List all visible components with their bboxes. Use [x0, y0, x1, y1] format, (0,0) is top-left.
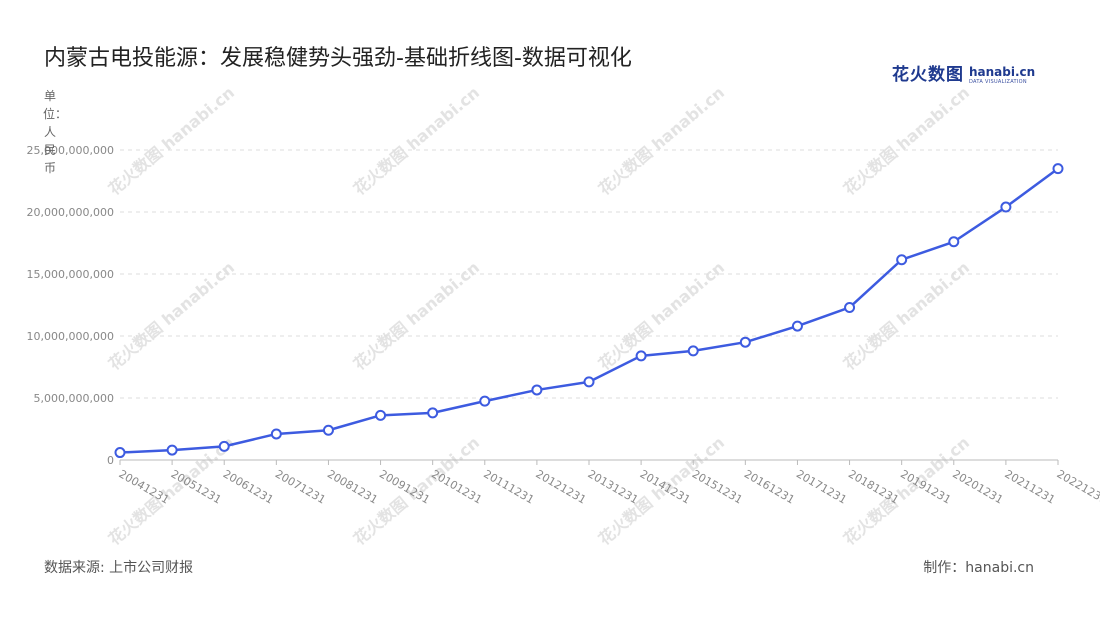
grid-lines — [120, 149, 1058, 399]
x-tick-label: 20211231 — [1002, 467, 1057, 506]
data-point — [739, 336, 751, 348]
x-tick-label: 20221231 — [1055, 467, 1100, 506]
x-tick-label: 20111231 — [481, 467, 536, 506]
series-layer — [114, 163, 1064, 459]
y-axis-label: 单位：人民币 — [43, 89, 68, 175]
chart-title: 内蒙古电投能源：发展稳健势头强劲-基础折线图-数据可视化 — [44, 46, 632, 71]
data-point — [166, 444, 178, 456]
data-point — [218, 440, 230, 452]
data-point — [687, 345, 699, 357]
chart-maker: 制作：hanabi.cn — [923, 560, 1034, 576]
data-point — [896, 254, 908, 266]
data-point — [583, 376, 595, 388]
data-point — [322, 424, 334, 436]
brand-logo-en-block: hanabi.cn DATA VISUALIZATION — [969, 66, 1035, 85]
x-tick-label: 20071231 — [273, 467, 328, 506]
x-tick-label: 20181231 — [846, 467, 901, 506]
watermark-text: 花火数图 hanabi.cn — [595, 83, 728, 199]
watermark-text: 花火数图 hanabi.cn — [840, 83, 973, 199]
data-point — [635, 350, 647, 362]
y-tick-label: 15,000,000,000 — [27, 268, 114, 281]
y-axis-ticks: 0 5,000,000,000 10,000,000,000 15,000,000,0… — [27, 144, 114, 467]
x-tick-label: 20121231 — [533, 467, 588, 506]
brand-logo: 花火数图 hanabi.cn DATA VISUALIZATION — [892, 60, 1035, 85]
watermark-text: 花火数图 hanabi.cn — [840, 258, 973, 374]
y-tick-label: 10,000,000,000 — [27, 330, 114, 343]
data-point — [531, 384, 543, 396]
watermark-text: 花火数图 hanabi.cn — [105, 258, 238, 374]
watermark-text: 花火数图 hanabi.cn — [105, 83, 238, 199]
x-tick-label: 20151231 — [690, 467, 745, 506]
watermark-text: 花火数图 hanabi.cn — [350, 258, 483, 374]
data-source: 数据来源: 上市公司财报 — [44, 560, 194, 576]
watermark-text: 花火数图 hanabi.cn — [350, 83, 483, 199]
x-tick-label: 20101231 — [429, 467, 484, 506]
x-axis-ticks: 2004123120051231200612312007123120081231… — [117, 460, 1100, 507]
data-point — [375, 409, 387, 421]
data-point — [791, 320, 803, 332]
x-tick-label: 20201231 — [950, 467, 1005, 506]
y-tick-label: 25,000,000,000 — [27, 144, 114, 157]
y-tick-label: 5,000,000,000 — [34, 392, 114, 405]
x-tick-label: 20131231 — [586, 467, 641, 506]
data-point — [427, 407, 439, 419]
watermark-text: 花火数图 hanabi.cn — [595, 258, 728, 374]
data-point — [844, 301, 856, 313]
data-point — [948, 236, 960, 248]
brand-logo-cn: 花火数图 — [892, 65, 964, 85]
x-tick-label: 20171231 — [794, 467, 849, 506]
x-tick-label: 20081231 — [325, 467, 380, 506]
brand-logo-en: hanabi.cn — [969, 65, 1036, 79]
y-tick-label: 0 — [107, 454, 114, 467]
x-tick-label: 20061231 — [221, 467, 276, 506]
data-point — [1052, 163, 1064, 175]
data-point — [114, 447, 126, 459]
data-point — [1000, 201, 1012, 213]
brand-logo-sub: DATA VISUALIZATION — [969, 79, 1027, 85]
watermark-text: 花火数图 hanabi.cn — [840, 433, 973, 549]
x-tick-label: 20161231 — [742, 467, 797, 506]
data-point — [270, 428, 282, 440]
y-tick-label: 20,000,000,000 — [27, 206, 114, 219]
data-point — [479, 395, 491, 407]
